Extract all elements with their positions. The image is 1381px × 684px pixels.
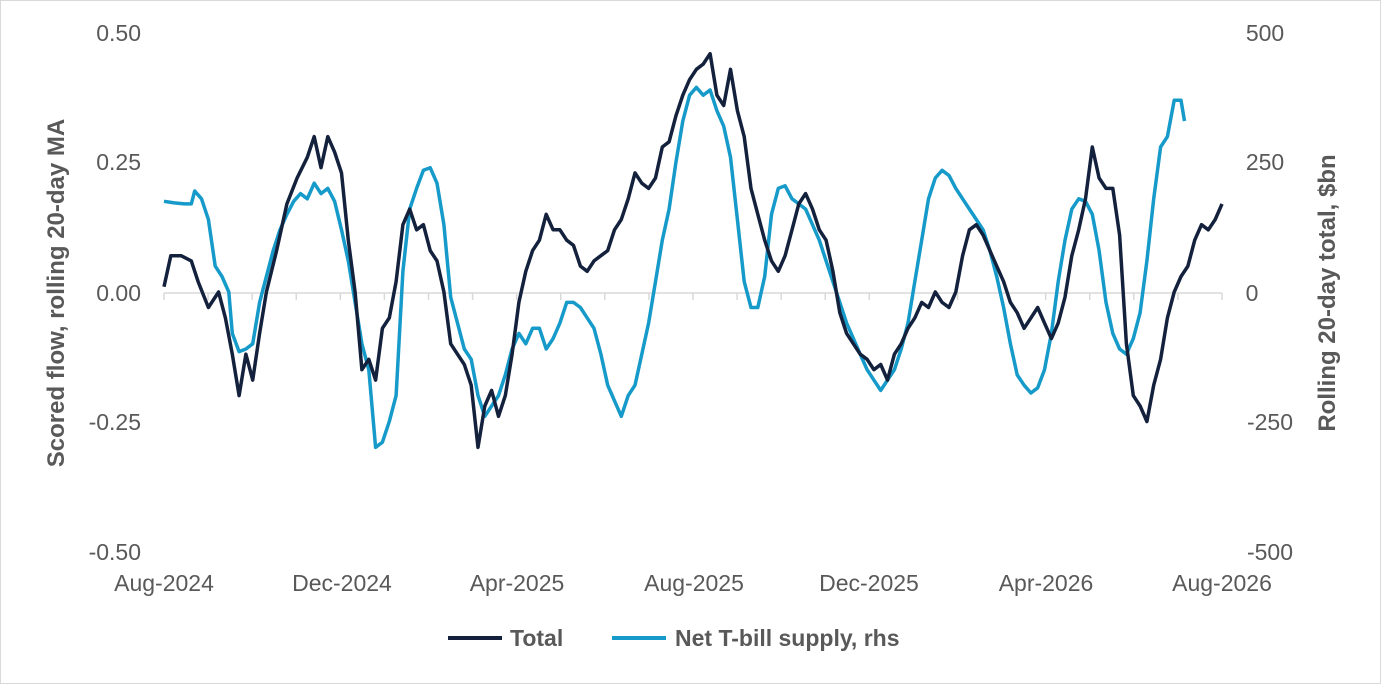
x-axis-ticks: Aug-2024 Dec-2024 Apr-2025 Aug-2025 Dec-… [114,570,1272,596]
left-tick-label: 0.25 [96,149,141,175]
series-line-total [162,51,1224,450]
legend-label-total: Total [510,625,563,651]
left-tick-label: -0.50 [89,539,141,565]
x-tick-label: Aug-2024 [114,570,214,596]
series-line-net-tbill-supply [163,85,1187,450]
left-axis-title: Scored flow, rolling 20-day MA [43,119,70,468]
x-tick-label: Dec-2024 [292,570,392,596]
right-axis-title: Rolling 20-day total, $bn [1314,154,1341,431]
right-tick-label: 500 [1246,20,1284,46]
right-tick-label: 250 [1246,149,1284,175]
x-tick-label: Apr-2026 [999,570,1094,596]
left-tick-label: -0.25 [89,409,141,435]
x-tick-label: Aug-2025 [644,570,744,596]
x-tick-label: Dec-2025 [819,570,919,596]
x-tick-label: Aug-2026 [1172,570,1272,596]
left-tick-label: 0.50 [96,20,141,46]
x-tick-label: Apr-2025 [470,570,565,596]
right-tick-label: 0 [1246,280,1259,306]
series-layer [162,51,1224,450]
legend-label-net-tbill-supply: Net T-bill supply, rhs [675,625,900,651]
right-axis-ticks: 500 250 0 -250 -500 [1246,20,1293,565]
left-tick-label: 0.00 [96,280,141,306]
left-axis-ticks: 0.50 0.25 0.00 -0.25 -0.50 [89,20,141,565]
right-tick-label: -500 [1247,539,1293,565]
legend: Total Net T-bill supply, rhs [448,625,900,651]
right-tick-label: -250 [1247,409,1293,435]
